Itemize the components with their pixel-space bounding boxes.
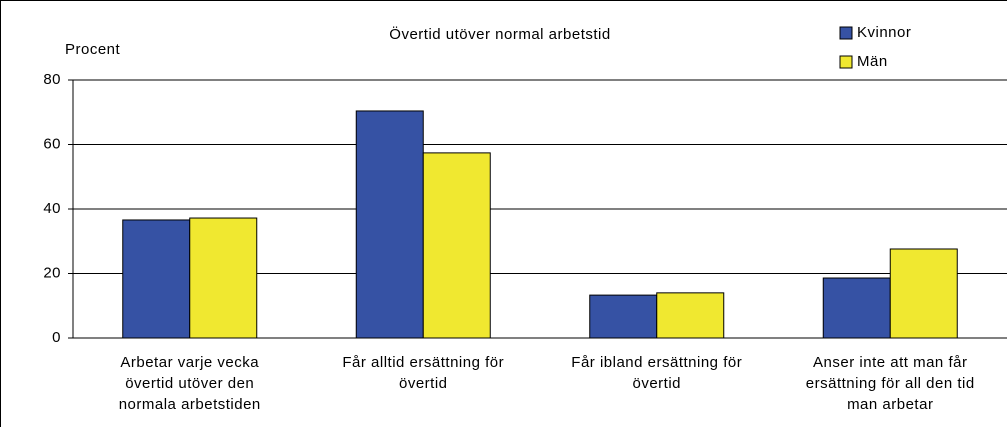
legend-swatch — [839, 26, 853, 40]
y-tick-label: 60 — [43, 135, 61, 152]
legend-swatch — [839, 55, 853, 69]
x-tick-label: Får alltid ersättning för övertid — [342, 354, 505, 392]
bar — [355, 110, 424, 339]
bar — [189, 217, 258, 339]
x-tick-label: Anser inte att man får ersättning för al… — [805, 354, 975, 413]
x-tick-label: Får ibland ersättning för övertid — [571, 354, 743, 392]
bar — [122, 219, 191, 339]
bar — [656, 292, 725, 339]
y-axis-label: Procent — [65, 41, 121, 58]
y-tick-label: 80 — [43, 71, 61, 88]
y-tick-label: 0 — [52, 329, 61, 346]
bar — [589, 294, 658, 339]
bar — [822, 277, 891, 339]
y-tick-label: 40 — [43, 200, 61, 217]
bar — [422, 152, 491, 339]
y-tick-label: 20 — [43, 264, 61, 281]
legend-label: Kvinnor — [857, 24, 911, 41]
chart-title: Övertid utöver normal arbetstid — [389, 25, 610, 43]
bar — [889, 248, 958, 339]
x-tick-label: Arbetar varje vecka övertid utöver den n… — [118, 354, 261, 413]
legend-label: Män — [857, 53, 888, 70]
